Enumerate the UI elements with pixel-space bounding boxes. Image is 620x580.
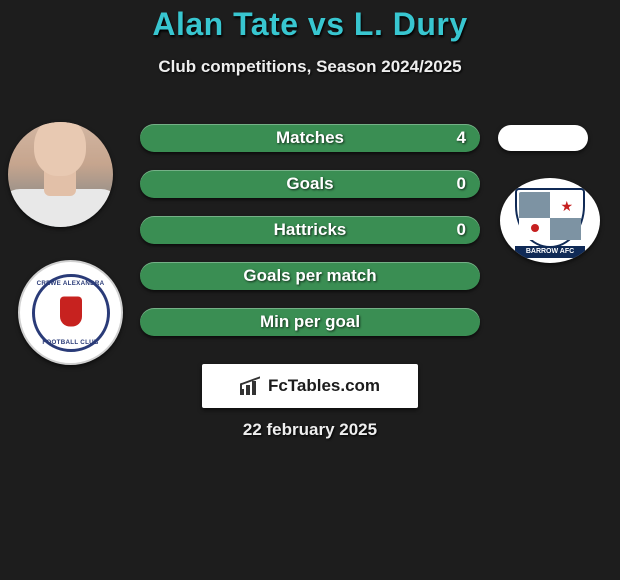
crewe-crest-icon: CREWE ALEXANDRA FOOTBALL CLUB [32,274,110,352]
stat-row: Goals per match [140,262,480,290]
player1-photo [8,122,113,227]
stat-value: 4 [457,124,466,152]
crest-text-bottom: FOOTBALL CLUB [35,339,107,346]
date-footer: 22 february 2025 [0,420,620,440]
stat-row: Matches 4 [140,124,480,152]
barrow-crest-icon: ★ BARROW AFC [515,184,585,258]
stat-label: Min per goal [260,312,360,332]
stat-label: Goals per match [243,266,376,286]
chart-icon [240,377,262,395]
stat-row: Goals 0 [140,170,480,198]
attribution-text: FcTables.com [268,376,380,396]
stat-label: Goals [286,174,333,194]
attribution-badge: FcTables.com [202,364,418,408]
stat-row: Min per goal [140,308,480,336]
stats-list: Matches 4 Goals 0 Hattricks 0 Goals per match M… [140,124,480,354]
player1-club-crest: CREWE ALEXANDRA FOOTBALL CLUB [18,260,123,365]
stat-value: 0 [457,216,466,244]
stat-label: Matches [276,128,344,148]
subtitle: Club competitions, Season 2024/2025 [0,57,620,77]
stat-label: Hattricks [274,220,347,240]
title-vs: vs [308,6,345,42]
stat-row: Hattricks 0 [140,216,480,244]
crest-text-top: CREWE ALEXANDRA [35,280,107,287]
title-player2: L. Dury [354,6,468,42]
stat-value: 0 [457,170,466,198]
player2-photo [498,125,588,151]
comparison-card: Alan Tate vs L. Dury Club competitions, … [0,0,620,580]
title-player1: Alan Tate [152,6,298,42]
crest-bar-text: BARROW AFC [515,246,585,258]
page-title: Alan Tate vs L. Dury [0,0,620,43]
player2-club-crest: ★ BARROW AFC [500,178,600,263]
